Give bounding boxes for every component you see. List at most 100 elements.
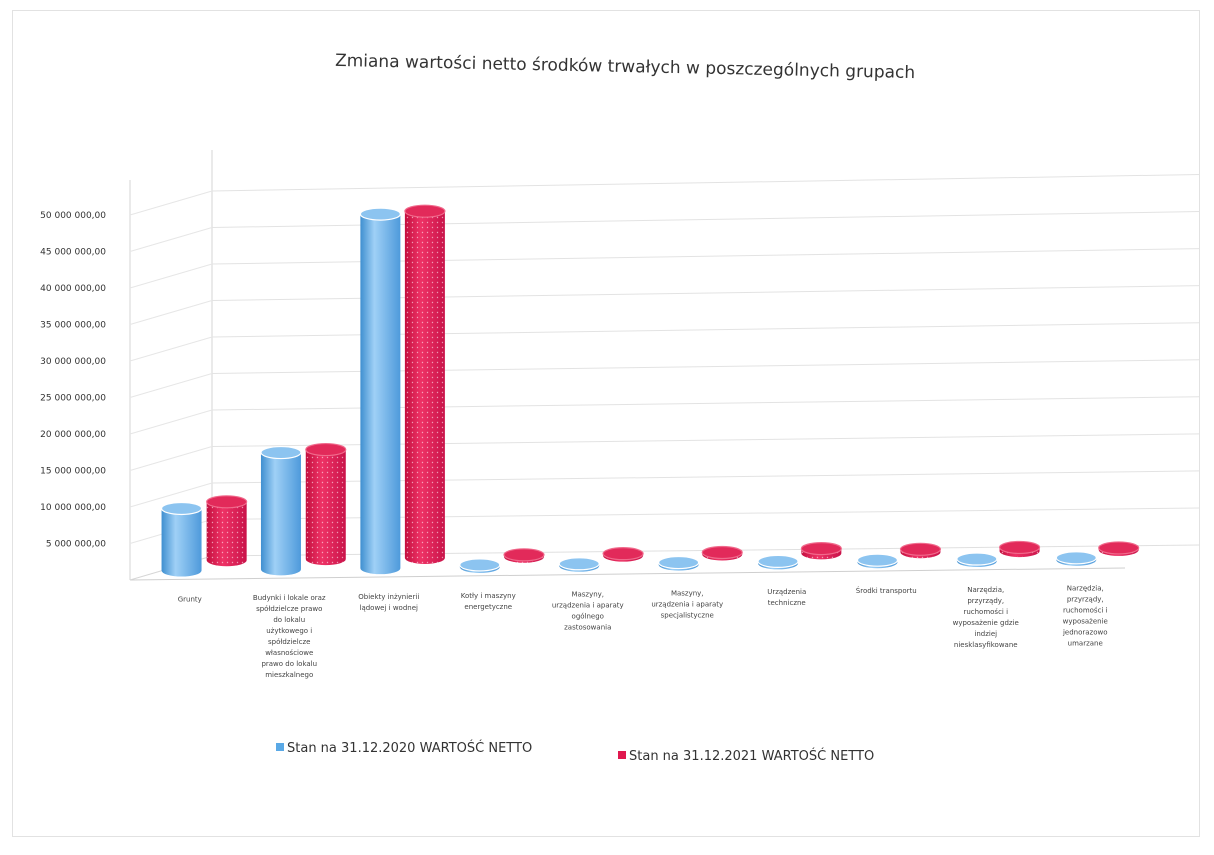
category-label-line: prawo do lokalu	[261, 660, 317, 668]
bar-top	[1055, 551, 1097, 565]
bar-top	[206, 495, 248, 509]
category-label-line: Maszyny,	[671, 589, 704, 597]
bar	[160, 501, 203, 577]
bar-top	[260, 445, 302, 460]
category-label-line: przyrządy,	[967, 597, 1004, 605]
category-label-line: indziej	[974, 630, 997, 638]
y-tick-label: 45 000 000,00	[40, 248, 106, 258]
y-tick-label: 30 000 000,00	[40, 357, 106, 367]
bar-top	[359, 207, 401, 221]
category-label-line: ruchomości i	[963, 608, 1008, 616]
bar-top	[602, 547, 644, 561]
y-tick-label: 35 000 000,00	[40, 321, 106, 331]
bar-body	[260, 452, 301, 576]
gridline-side	[129, 227, 213, 252]
category-label: Maszyny, urządzenia i aparaty specjalistyc…	[651, 589, 723, 619]
category-label: Maszyny, urządzenia i aparaty ogólnego zast…	[552, 591, 624, 632]
bar-top	[658, 555, 700, 570]
bar	[998, 540, 1041, 558]
y-tick-label: 15 000 000,00	[40, 467, 106, 477]
category-label-line: ruchomości i	[1063, 607, 1108, 615]
category-label-line: Obiekty inżynierii	[358, 593, 419, 601]
bar-top	[160, 501, 203, 516]
bar-top	[404, 204, 446, 218]
category-label-line: Urządzenia	[767, 588, 806, 596]
category-label: Środki transportu	[856, 586, 917, 595]
category-label-line: jednorazowo	[1062, 629, 1108, 637]
category-label-line: wyposażenie	[1063, 618, 1108, 626]
bar	[757, 554, 799, 570]
gridline-side	[129, 482, 213, 508]
gridline-side	[129, 446, 213, 471]
gridline-side	[129, 409, 213, 435]
gridline	[211, 322, 1201, 338]
category-label-line: użytkowego i	[266, 627, 312, 635]
category-label: Narzędzia, przyrządy, ruchomości i wyposaże…	[953, 586, 1019, 649]
floor-front-edge	[129, 567, 1126, 581]
gridline	[211, 470, 1201, 484]
category-label-line: lądowej i wodnej	[360, 604, 419, 612]
y-tick-label: 25 000 000,00	[40, 394, 106, 404]
category-label: Narzędzia, przyrządy, ruchomości i wyposaże…	[1062, 585, 1108, 648]
y-tick-label: 50 000 000,00	[40, 211, 106, 221]
gridline	[211, 285, 1201, 301]
bar	[899, 542, 942, 559]
gridline-side	[129, 336, 213, 362]
bar-texture	[206, 501, 247, 567]
category-label-line: urządzenia i aparaty	[651, 600, 723, 608]
category-label-line: umarzane	[1068, 640, 1103, 648]
gridline	[211, 507, 1201, 520]
bar	[558, 557, 600, 572]
bar-top	[757, 554, 799, 568]
bar-top	[459, 558, 501, 572]
bar-top	[701, 545, 743, 560]
chart-title: Zmiana wartości netto środków trwałych w…	[335, 51, 915, 83]
bar	[800, 542, 842, 560]
bar	[701, 545, 743, 561]
category-label: Urządzenia techniczne	[767, 588, 806, 607]
bar	[206, 495, 248, 567]
y-tick-label: 40 000 000,00	[40, 284, 106, 294]
bar	[658, 555, 700, 571]
bar	[956, 552, 998, 568]
y-tick-label: 10 000 000,00	[40, 503, 106, 513]
bar	[305, 442, 347, 566]
gridline	[211, 174, 1201, 192]
category-label-line: Maszyny,	[571, 591, 604, 599]
category-label-line: Budynki i lokale oraz	[253, 594, 326, 602]
legend: Stan na 31.12.2020 WARTOŚĆ NETTO Stan na …	[276, 740, 874, 764]
bar-top	[856, 553, 899, 567]
bar-top	[998, 540, 1041, 555]
bar	[503, 548, 545, 563]
gridline	[211, 248, 1201, 265]
legend-label: Stan na 31.12.2020 WARTOŚĆ NETTO	[287, 740, 532, 756]
category-label-line: Środki transportu	[856, 586, 917, 595]
y-axis-tick-labels: 5 000 000,00 10 000 000,00 15 000 000,00 20…	[40, 211, 106, 550]
category-labels: Grunty Budynki i lokale oraz spółdzielcze …	[178, 585, 1108, 680]
bar	[459, 558, 501, 573]
bar-top	[305, 442, 347, 457]
category-label: Kotły i maszyny energetyczne	[461, 592, 516, 611]
category-label-line: własnościowe	[265, 649, 313, 657]
category-label-line: specjalistyczne	[661, 611, 714, 619]
category-label: Grunty	[178, 595, 202, 603]
bar	[260, 445, 302, 576]
gridline	[211, 433, 1201, 447]
bar-top	[503, 548, 545, 562]
bars	[160, 204, 1140, 577]
category-label-line: urządzenia i aparaty	[552, 602, 624, 610]
category-label-line: spółdzielcze	[268, 638, 311, 646]
chart-area	[12, 10, 1200, 837]
bar-top	[1098, 541, 1140, 555]
category-label: Budynki i lokale oraz spółdzielcze prawo d…	[253, 594, 326, 679]
y-tick-label: 5 000 000,00	[46, 540, 106, 550]
legend-swatch	[618, 751, 626, 759]
gridline-side	[129, 373, 213, 398]
bar-body	[360, 214, 401, 575]
gridline	[211, 396, 1201, 411]
y-tick-label: 20 000 000,00	[40, 430, 106, 440]
category-label-line: Narzędzia,	[967, 586, 1004, 594]
gridline-side	[129, 300, 213, 325]
bar-top	[899, 542, 942, 556]
category-label-line: wyposażenie gdzie	[953, 619, 1019, 627]
